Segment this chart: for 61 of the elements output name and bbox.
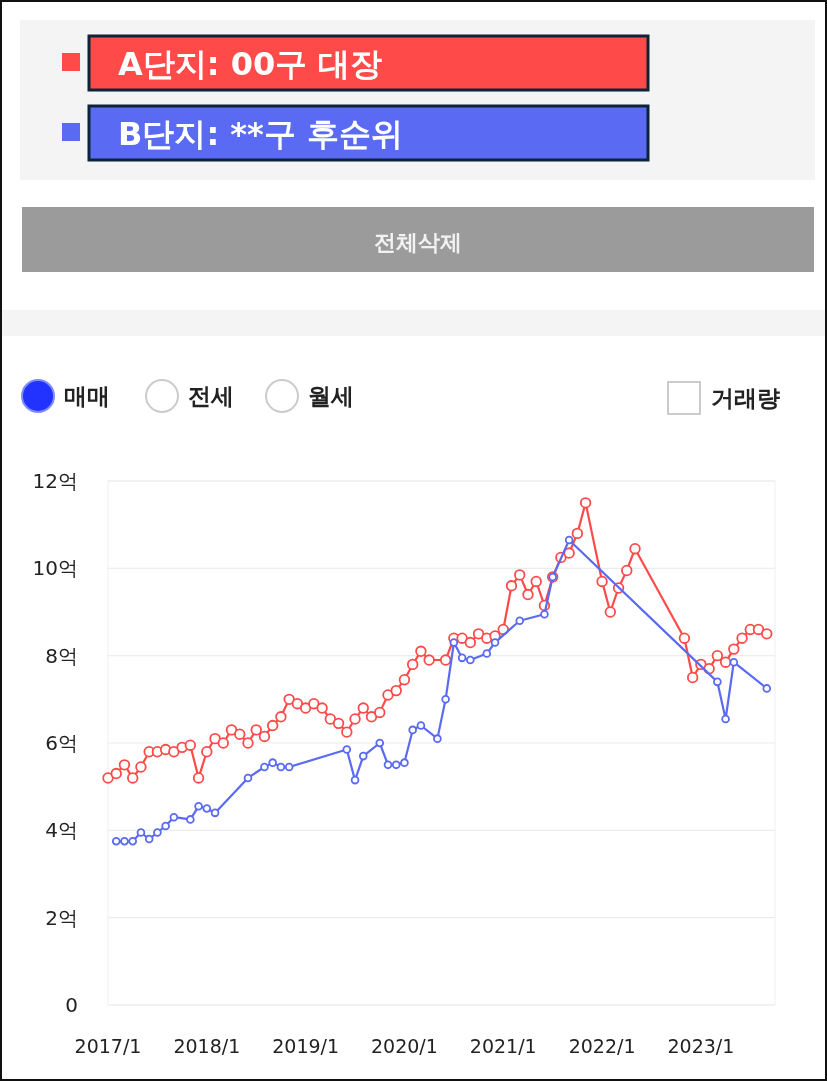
point (144, 834, 154, 844)
point (400, 758, 409, 767)
point (276, 762, 286, 772)
point (515, 616, 525, 626)
point (721, 714, 730, 724)
y-tick-label: 8억 (45, 643, 78, 668)
point (449, 638, 459, 647)
point (342, 745, 352, 754)
y-tick-label: 12억 (32, 469, 78, 493)
text: 전체삭제 (374, 230, 462, 255)
x-tick-label: 2019/1 (272, 1035, 340, 1057)
point (210, 808, 220, 818)
point (564, 535, 574, 545)
point (457, 653, 467, 663)
point (169, 812, 179, 822)
text: 전세 (188, 383, 234, 409)
y-tick-label: 10억 (32, 556, 78, 581)
point (153, 828, 162, 837)
point (713, 677, 722, 687)
point (762, 684, 772, 693)
point (358, 751, 368, 761)
point (441, 695, 450, 704)
x-tick-label: 2020/1 (371, 1035, 438, 1057)
point (391, 760, 401, 770)
x-tick-label: 2023/1 (667, 1035, 735, 1057)
point (729, 657, 739, 667)
x-tick-label: 2017/1 (74, 1035, 142, 1057)
point (540, 609, 549, 619)
point (260, 762, 269, 772)
point (243, 773, 253, 783)
point (136, 828, 146, 837)
y-tick-label: 0 (65, 993, 78, 1017)
x-tick-label: 2022/1 (568, 1035, 636, 1057)
point (433, 734, 442, 743)
point (408, 725, 417, 735)
point (186, 815, 195, 824)
point (490, 638, 500, 647)
point (350, 775, 360, 785)
point (202, 804, 212, 813)
y-tick-label: 4억 (45, 818, 78, 843)
point (284, 762, 294, 772)
y-tick-label: 2억 (45, 905, 78, 930)
point (383, 760, 393, 770)
y-tick-label: 6억 (45, 731, 78, 755)
point (128, 836, 137, 846)
point (466, 655, 475, 665)
x-tick-label: 2018/1 (173, 1035, 241, 1057)
point (482, 649, 492, 658)
point (375, 738, 385, 748)
point (194, 802, 203, 811)
text: 매매 (64, 383, 110, 409)
legend-label: B단지: **구 후순위 (118, 115, 403, 153)
point (416, 721, 426, 730)
legend-label: A단지: 00구 대장 (118, 45, 383, 83)
point (268, 758, 277, 767)
point (161, 821, 170, 831)
point (111, 836, 121, 846)
text: 월세 (308, 383, 354, 409)
x-tick-label: 2021/1 (469, 1035, 537, 1057)
point (120, 836, 129, 846)
text: 거래량 (711, 385, 780, 411)
